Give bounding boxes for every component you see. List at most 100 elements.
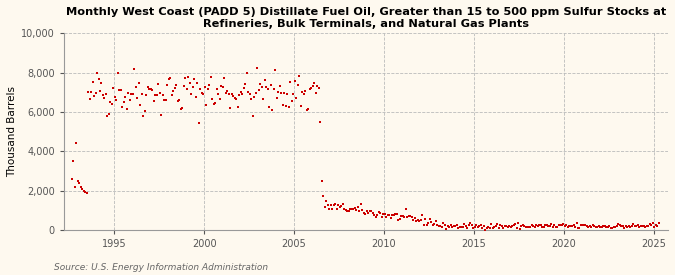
Point <box>92 71 103 76</box>
Point <box>582 224 593 229</box>
Point <box>632 223 643 227</box>
Point <box>637 224 648 229</box>
Point <box>232 105 243 109</box>
Point <box>240 82 250 87</box>
Point <box>416 213 427 217</box>
Point <box>649 225 660 230</box>
Point <box>491 222 502 227</box>
Point <box>595 225 606 229</box>
Point <box>415 218 426 222</box>
Point <box>366 209 377 214</box>
Point <box>288 92 299 96</box>
Point <box>524 225 535 229</box>
Point <box>315 120 325 124</box>
Point <box>300 89 310 93</box>
Point <box>98 93 109 97</box>
Point <box>182 87 192 91</box>
Point <box>543 224 554 229</box>
Point <box>580 223 591 228</box>
Point <box>238 86 249 90</box>
Point <box>439 223 450 228</box>
Point <box>210 101 221 105</box>
Point <box>369 213 379 217</box>
Point <box>209 102 219 106</box>
Point <box>646 223 657 227</box>
Point <box>354 209 364 213</box>
Point <box>140 108 151 113</box>
Point <box>394 217 405 221</box>
Point <box>597 225 608 230</box>
Point <box>186 92 197 97</box>
Point <box>496 224 507 229</box>
Point <box>216 84 227 88</box>
Point <box>402 215 412 219</box>
Point <box>165 76 176 80</box>
Point <box>599 224 610 228</box>
Point <box>398 214 408 218</box>
Point <box>207 97 218 101</box>
Point <box>352 205 363 209</box>
Point <box>551 224 562 229</box>
Point <box>284 104 294 109</box>
Point <box>90 91 101 95</box>
Point <box>351 208 362 212</box>
Point <box>204 82 215 87</box>
Point <box>282 91 293 96</box>
Point <box>493 226 504 230</box>
Point <box>555 223 566 227</box>
Point <box>309 81 320 86</box>
Point <box>252 65 263 70</box>
Point <box>570 225 580 230</box>
Point <box>290 78 300 83</box>
Point <box>487 226 498 230</box>
Point <box>456 225 466 229</box>
Point <box>286 99 297 104</box>
Point <box>549 223 560 228</box>
Point <box>168 89 179 93</box>
Point <box>586 225 597 229</box>
Point <box>558 222 568 227</box>
Point <box>388 213 399 217</box>
Point <box>392 212 402 216</box>
Point <box>433 224 444 228</box>
Point <box>636 224 647 228</box>
Point <box>301 108 312 112</box>
Point <box>619 226 630 230</box>
Point <box>304 87 315 91</box>
Point <box>514 227 525 231</box>
Point <box>406 215 417 219</box>
Point <box>535 223 546 228</box>
Point <box>511 226 522 230</box>
Point <box>88 94 99 98</box>
Point <box>466 223 477 227</box>
Point <box>426 220 437 224</box>
Point <box>604 224 615 228</box>
Point <box>171 82 182 87</box>
Point <box>141 93 152 97</box>
Point <box>576 222 587 227</box>
Point <box>363 210 374 215</box>
Point <box>345 207 356 212</box>
Point <box>277 103 288 108</box>
Point <box>177 106 188 110</box>
Point <box>120 95 131 99</box>
Point <box>423 220 433 225</box>
Point <box>331 207 342 211</box>
Point <box>641 224 652 229</box>
Point <box>271 95 282 100</box>
Point <box>161 98 171 103</box>
Point <box>228 94 239 98</box>
Point <box>516 224 526 229</box>
Text: Source: U.S. Energy Information Administration: Source: U.S. Energy Information Administ… <box>54 263 268 272</box>
Point <box>574 226 585 230</box>
Point <box>618 224 628 229</box>
Point <box>405 214 416 219</box>
Point <box>400 207 411 211</box>
Point <box>550 224 561 229</box>
Point <box>189 77 200 81</box>
Point <box>381 215 392 219</box>
Point <box>620 224 631 229</box>
Point <box>504 224 514 228</box>
Point <box>71 141 82 145</box>
Point <box>591 225 601 230</box>
